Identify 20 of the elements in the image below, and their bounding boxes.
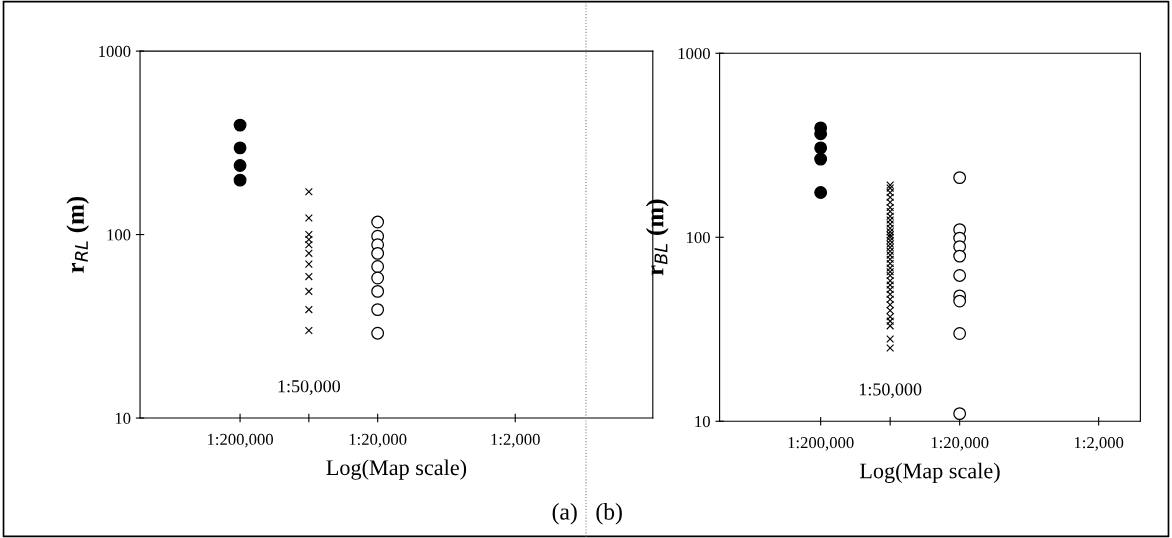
y-tick-label: 1000 xyxy=(99,45,131,58)
x-tick-label: 1:200,000 xyxy=(788,437,854,451)
x-axis-title: Log(Map scale) xyxy=(859,462,1000,483)
x-tick-label: 1:20,000 xyxy=(349,433,407,448)
y-axis-title: r$_{BL}$ (m) xyxy=(645,199,669,276)
y-tick-label: 100 xyxy=(687,231,710,244)
x-tick-label: 1:20,000 xyxy=(931,437,989,451)
x-tick-label: 1:2,000 xyxy=(491,433,540,448)
text: (a) xyxy=(552,503,577,525)
y-axis-title: r$_{RL}$ (m) xyxy=(66,196,90,273)
x-tick-label: 1:50,000 xyxy=(278,380,341,395)
y-tick-label: 10 xyxy=(115,412,131,424)
y-tick-label: 100 xyxy=(107,229,131,241)
x-tick-label: 1:200,000 xyxy=(207,433,273,448)
y-tick-label: 1000 xyxy=(678,47,710,60)
text: (b) xyxy=(596,503,622,525)
x-tick-label: 1:50,000 xyxy=(859,383,922,399)
x-axis-title: Log(Map scale) xyxy=(326,459,467,480)
x-tick-label: 1:2,000 xyxy=(1074,437,1124,451)
y-tick-label: 10 xyxy=(695,415,710,428)
